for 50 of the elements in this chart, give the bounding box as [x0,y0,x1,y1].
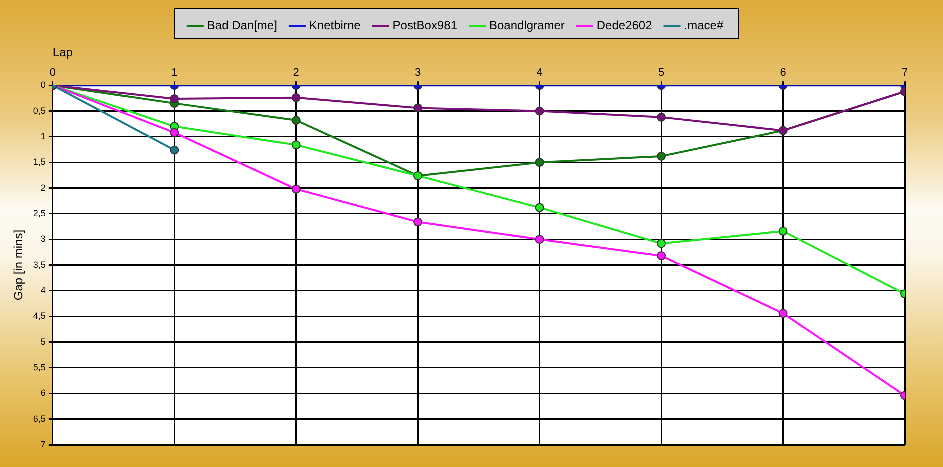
x-tick-label: 3 [415,67,422,80]
y-tick-label: 4 [40,285,46,296]
point [292,140,301,150]
y-tick-label: 0,5 [33,106,46,116]
x-tick-label: 2 [293,67,300,80]
point [414,104,423,113]
point [657,252,666,261]
legend-label: Dede2602 [596,18,653,32]
x-tick-label: 6 [780,67,786,80]
y-tick-label: 2 [40,182,46,193]
point [170,128,180,138]
point [535,235,544,244]
point [414,218,423,227]
y-tick-label: 4,5 [33,311,46,322]
point [170,146,180,155]
y-tick-label: 2,5 [33,208,46,218]
x-tick-label: 0 [50,67,56,80]
y-tick-label: 6 [40,388,46,398]
point [170,94,180,104]
y-tick-label: 1,5 [33,157,46,168]
y-tick-label: 5 [40,336,46,347]
point [657,152,666,161]
point [657,239,666,248]
y-tick-label: 3,5 [33,260,46,270]
y-tick-label: 7 [40,439,46,450]
x-axis-title: Lap [52,46,74,60]
y-tick-label: 3 [40,234,46,244]
legend-label: .mace# [684,18,724,32]
x-tick-label: 4 [536,67,543,80]
legend-label: PostBox981 [392,18,458,32]
x-tick-label: 7 [902,67,908,80]
y-axis-title: Gap [in mins] [12,230,26,301]
x-tick-label: 5 [658,67,665,80]
point [292,184,301,194]
legend-label: Bad Dan[me] [207,18,278,32]
point [535,203,544,212]
point [535,158,544,168]
point [535,106,544,116]
point [292,93,301,102]
y-tick-label: 1 [40,131,46,142]
legend-label: Knetbirne [309,18,362,32]
y-tick-label: 5,5 [33,362,46,372]
legend-label: Boandlgramer [490,18,565,32]
point [657,112,666,122]
point [778,309,788,318]
point [778,226,788,236]
x-tick-label: 1 [172,67,178,80]
point [292,116,301,126]
y-tick-label: 6,5 [33,414,46,424]
y-tick-label: 0 [40,80,46,90]
